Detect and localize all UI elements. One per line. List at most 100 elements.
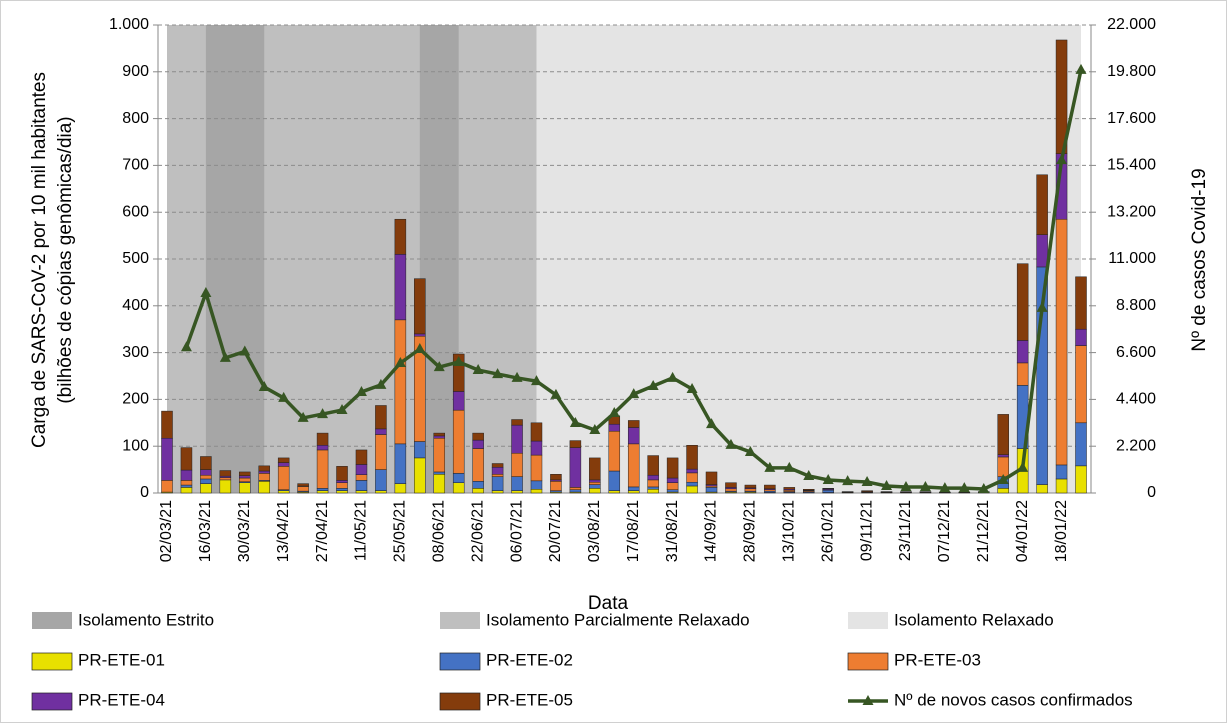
- bar-segment: [608, 423, 621, 432]
- line-marker: [647, 379, 659, 390]
- bar-segment: [219, 470, 232, 477]
- bar-segment: [530, 454, 543, 482]
- bar-segment: [219, 477, 232, 481]
- bar-segment: [336, 490, 348, 494]
- x-tick-label: 13/10/21: [781, 500, 798, 562]
- bar-segment: [258, 481, 270, 494]
- bar-segment: [316, 488, 329, 491]
- bar-segment: [569, 489, 582, 493]
- bar-segment: [511, 476, 523, 491]
- x-tick-label: 21/12/21: [975, 500, 992, 562]
- bar-segment: [569, 440, 582, 448]
- y2-tick-label: 15.400: [1107, 157, 1156, 174]
- bar-segment: [627, 490, 640, 494]
- bar-segment: [550, 481, 562, 491]
- bar-segment: [180, 487, 193, 494]
- y-tick-label: 500: [122, 250, 149, 267]
- bar-segment: [491, 476, 504, 491]
- y-tick-label: 400: [122, 297, 149, 314]
- bar-segment: [472, 439, 484, 449]
- line-marker: [589, 424, 601, 435]
- x-tick-label: 18/01/22: [1053, 500, 1070, 562]
- line-marker: [1075, 63, 1087, 74]
- bar-segment: [375, 428, 387, 435]
- bar-segment: [180, 469, 193, 481]
- bar-segment: [1055, 478, 1068, 494]
- x-tick-label: 09/11/21: [858, 500, 875, 561]
- line-marker: [180, 341, 192, 352]
- legend-label: PR-ETE-04: [78, 690, 165, 709]
- bar-segment: [433, 437, 446, 473]
- bar-segment: [433, 432, 446, 437]
- bar-segment: [452, 409, 465, 474]
- bar-segment: [647, 479, 659, 488]
- bar-segment: [589, 484, 601, 489]
- bar-segment: [472, 432, 484, 441]
- bar-segment: [375, 434, 387, 470]
- bar-segment: [764, 484, 776, 490]
- bar-segment: [608, 430, 621, 472]
- bar-segment: [511, 424, 523, 454]
- bar-segment: [589, 457, 601, 481]
- bar-segment: [394, 218, 407, 255]
- bar-segment: [180, 484, 193, 488]
- bar-segment: [1036, 174, 1048, 235]
- line-marker: [900, 481, 912, 492]
- legend-label: Isolamento Relaxado: [894, 610, 1054, 629]
- bar-segment: [647, 486, 659, 490]
- x-axis-title: Data: [588, 593, 629, 614]
- line-marker: [842, 475, 854, 486]
- bar-segment: [1075, 328, 1087, 346]
- bar-segment: [569, 447, 582, 488]
- bar-segment: [511, 419, 523, 426]
- bar-segment: [861, 490, 873, 492]
- y2-tick-label: 11.000: [1108, 250, 1156, 267]
- bar-segment: [627, 443, 640, 488]
- x-tick-label: 22/06/21: [469, 500, 486, 562]
- line-marker: [550, 388, 562, 399]
- bar-segment: [666, 477, 679, 483]
- line-marker: [667, 371, 679, 382]
- x-tick-label: 03/08/21: [586, 500, 603, 562]
- bar-segment: [161, 480, 173, 493]
- legend-label: Isolamento Estrito: [78, 610, 214, 629]
- bar-segment: [355, 474, 368, 481]
- bar-segment: [1075, 276, 1087, 330]
- y2-axis-title: Nº de casos Covid-19: [1189, 168, 1210, 351]
- bar-segment: [277, 466, 290, 490]
- line-marker: [336, 404, 348, 415]
- y-tick-label: 800: [122, 110, 149, 127]
- bar-segment: [491, 474, 504, 477]
- bar-segment: [316, 445, 329, 451]
- bar-segment: [1016, 340, 1029, 364]
- bar-segment: [550, 474, 562, 481]
- x-tick-label: 23/11/21: [897, 500, 914, 561]
- bar-segment: [1036, 484, 1048, 494]
- bar-segment: [239, 482, 251, 494]
- bar-segment: [452, 391, 465, 411]
- bar-segment: [472, 448, 484, 482]
- line-marker: [608, 407, 620, 418]
- bar-segment: [277, 457, 290, 463]
- bar-segment: [200, 469, 212, 476]
- legend-label: PR-ETE-01: [78, 650, 165, 669]
- bar-segment: [180, 480, 193, 486]
- bar-segment: [783, 487, 796, 490]
- line-marker: [744, 445, 756, 456]
- x-tick-label: 20/07/21: [547, 500, 564, 562]
- y2-tick-label: 0: [1147, 484, 1156, 501]
- bar-segment: [219, 479, 232, 494]
- bar-segment: [686, 472, 698, 483]
- bar-segment: [725, 482, 737, 488]
- bar-segment: [433, 474, 446, 494]
- line-marker: [200, 287, 212, 298]
- x-tick-label: 27/04/21: [314, 500, 331, 562]
- bar-segment: [666, 482, 679, 490]
- bar-segment: [647, 455, 659, 476]
- bar-segment: [589, 481, 601, 485]
- y-tick-label: 300: [122, 344, 149, 361]
- bar-segment: [627, 486, 640, 491]
- bar-segment: [997, 456, 1009, 477]
- line-marker: [219, 351, 231, 362]
- bar-segment: [414, 457, 426, 494]
